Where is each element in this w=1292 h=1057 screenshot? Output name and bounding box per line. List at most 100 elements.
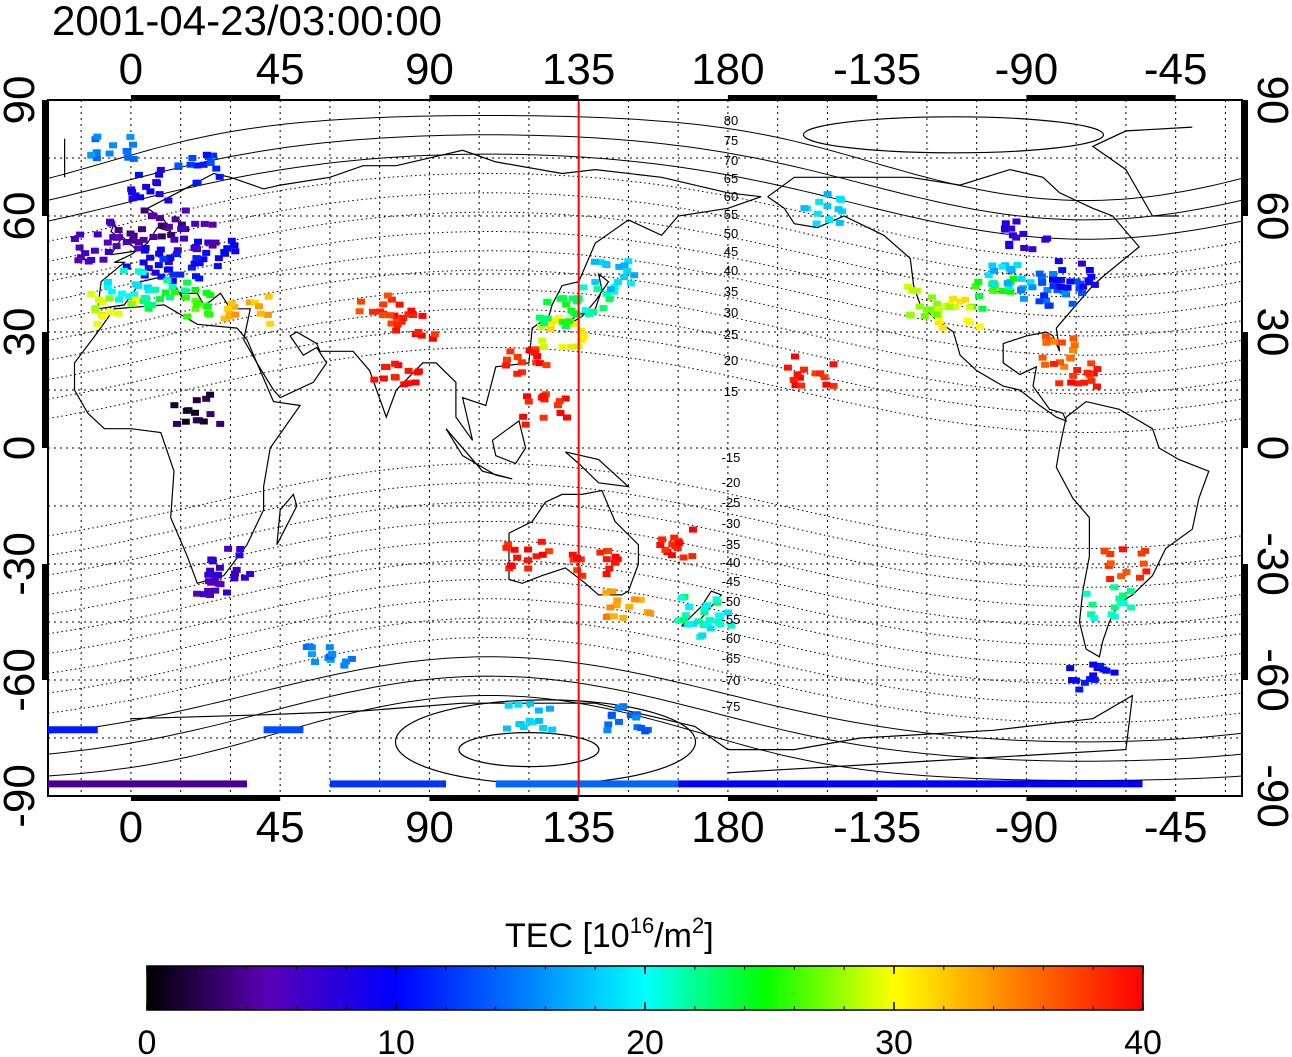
bottom-lon-label: 0 — [119, 803, 143, 852]
tec-cell — [706, 617, 715, 624]
tec-cell — [1035, 298, 1044, 305]
tec-cell — [1038, 354, 1047, 361]
tec-cell — [1041, 361, 1050, 368]
tec-cell — [620, 262, 629, 269]
tec-cell — [906, 312, 915, 319]
frame-bar-right — [1242, 564, 1248, 680]
contour-label: 20 — [724, 353, 738, 368]
tec-cell — [800, 366, 808, 373]
tec-cell — [519, 724, 528, 731]
tec-cell — [990, 267, 998, 274]
tec-cell — [1063, 284, 1072, 291]
tec-band — [893, 780, 1143, 788]
tec-cell — [151, 286, 160, 293]
tec-cell — [325, 644, 334, 651]
magnetic-contour — [48, 559, 1242, 646]
tec-cell — [1028, 246, 1037, 253]
contour-label: 25 — [724, 327, 738, 342]
tec-cell — [409, 312, 418, 318]
tec-cell — [193, 255, 202, 262]
tec-cell — [712, 596, 721, 603]
tec-cell — [357, 298, 365, 305]
tec-cell — [573, 295, 582, 302]
tec-cell — [191, 409, 199, 416]
tec-cell — [823, 191, 832, 198]
tec-cell — [98, 298, 107, 305]
tec-cell — [216, 420, 225, 427]
tec-cell — [1069, 347, 1077, 354]
tec-cell — [98, 313, 107, 320]
tec-cell — [171, 216, 180, 223]
tec-cell — [156, 215, 164, 222]
tec-cell — [159, 256, 168, 263]
tec-cell — [636, 596, 645, 603]
contour-label: -25 — [722, 495, 741, 510]
tec-cell — [1086, 676, 1095, 683]
tec-cell — [1089, 672, 1098, 679]
tec-cell — [263, 311, 272, 318]
tec-cell — [140, 247, 149, 254]
tec-cell — [611, 559, 619, 566]
tec-cell — [688, 553, 697, 560]
tec-cell — [203, 303, 212, 310]
tec-cell — [1056, 359, 1064, 366]
tec-cell — [572, 298, 581, 305]
tec-cell — [945, 304, 954, 311]
bottom-lon-label: 180 — [691, 803, 764, 852]
tec-cell — [180, 235, 188, 242]
tec-cell — [70, 236, 79, 242]
tec-cell — [813, 210, 822, 217]
frame-bar-right — [1242, 332, 1248, 448]
tec-cell — [1041, 333, 1050, 340]
tec-data-points — [48, 133, 1151, 788]
tec-cell — [1001, 220, 1010, 227]
tec-cell — [215, 173, 224, 180]
tec-cell — [812, 220, 821, 227]
contour-label: 75 — [724, 133, 738, 148]
tec-cell — [187, 264, 196, 271]
tec-cell — [565, 318, 573, 325]
tec-cell — [103, 278, 112, 285]
tec-cell — [146, 254, 155, 261]
tec-cell — [240, 574, 249, 581]
tec-cell — [558, 344, 567, 351]
magnetic-contour — [48, 695, 1242, 781]
tec-cell — [513, 370, 522, 377]
tec-cell — [975, 323, 984, 330]
contour-label: 50 — [724, 226, 738, 241]
tec-cell — [134, 268, 143, 275]
tec-cell — [605, 613, 614, 620]
tec-cell — [1077, 260, 1086, 267]
tec-cell — [540, 396, 549, 403]
bottom-lon-label: -135 — [833, 803, 921, 852]
tec-cell — [596, 549, 605, 556]
tec-cell — [328, 650, 337, 657]
tec-cell — [1096, 662, 1105, 669]
contour-label: -35 — [722, 537, 741, 552]
magnetic-contour — [48, 173, 1242, 259]
tec-cell — [205, 311, 214, 318]
north-pole-ring — [802, 116, 1105, 154]
tec-cell — [524, 557, 532, 564]
tec-cell — [173, 420, 181, 427]
tec-cell — [1080, 379, 1089, 386]
coastline — [727, 694, 1134, 774]
tec-cell — [515, 721, 524, 728]
tec-cell — [404, 311, 413, 318]
tec-cell — [713, 599, 722, 606]
tec-cell — [99, 256, 108, 263]
left-lat-label: -60 — [0, 648, 44, 712]
tec-cell — [227, 300, 236, 307]
tec-cell — [1070, 342, 1079, 349]
tec-cell — [1075, 686, 1084, 693]
tec-cell — [1040, 292, 1049, 299]
tec-cell — [1069, 335, 1078, 342]
tec-cell — [928, 294, 936, 301]
tec-cell — [164, 223, 173, 230]
tec-cell — [834, 206, 843, 213]
colorbar-title: TEC [1016/m2] — [505, 913, 714, 955]
tec-cell — [548, 726, 557, 733]
magnetic-contour — [48, 231, 1242, 317]
tec-cell — [974, 278, 983, 285]
tec-cell — [138, 226, 146, 233]
